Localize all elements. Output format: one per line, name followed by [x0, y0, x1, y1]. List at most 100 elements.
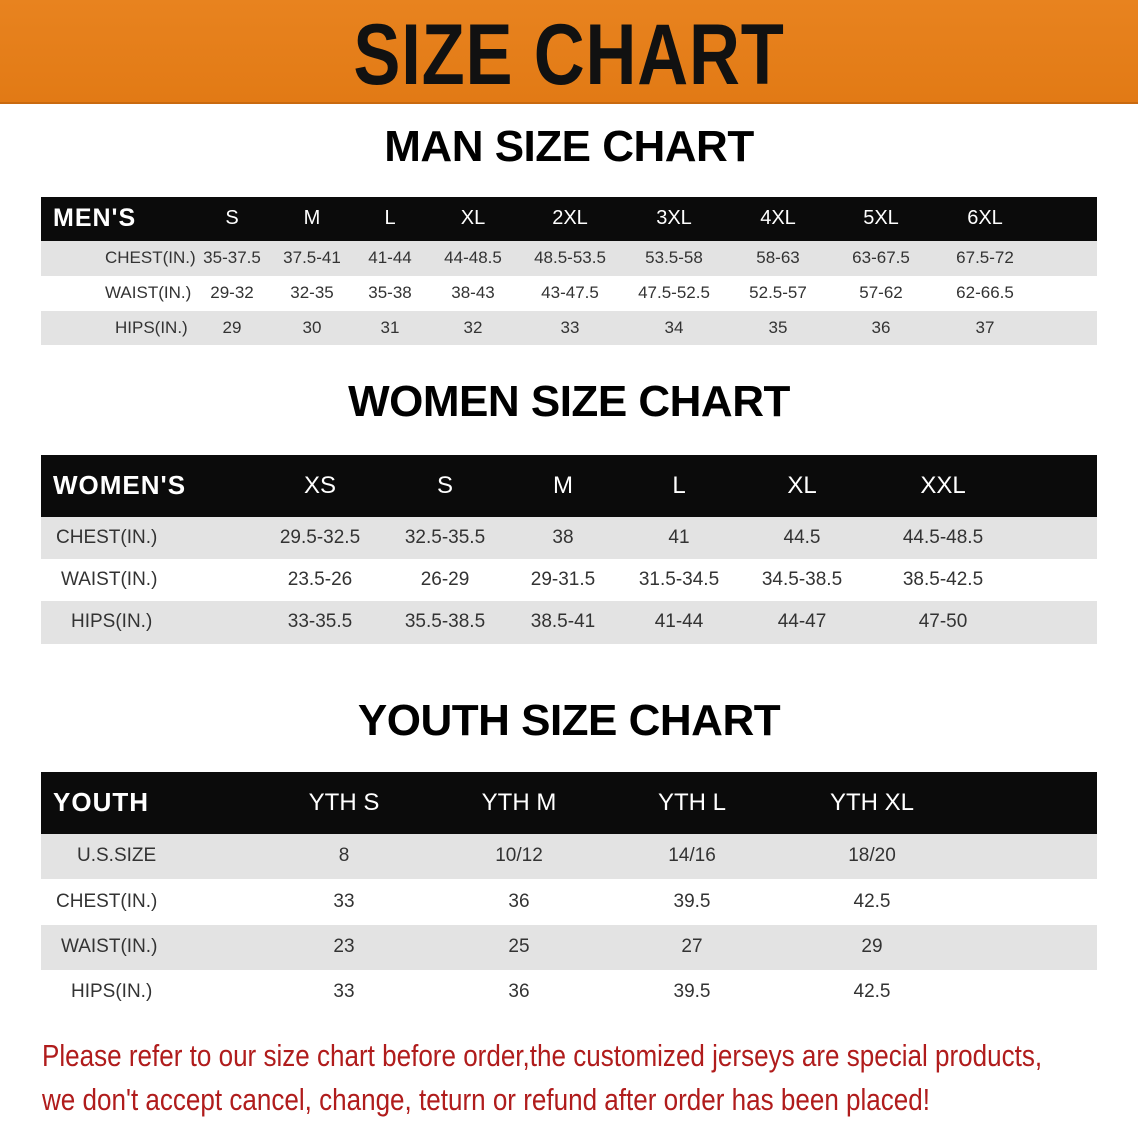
table-cell: 29-32: [210, 283, 254, 303]
table-cell: 67.5-72: [956, 248, 1014, 268]
size-header: 2XL: [552, 207, 588, 229]
table-cell: 38: [552, 526, 574, 548]
row-label: U.S.SIZE: [77, 845, 157, 867]
size-header: L: [672, 471, 686, 499]
size-header: YTH L: [657, 788, 727, 816]
table-row: WAIST(IN.) 23 25 27 29: [41, 925, 1097, 970]
table-cell: 23.5-26: [287, 568, 353, 590]
size-header: S: [225, 207, 239, 229]
table-cell: 31.5-34.5: [638, 568, 720, 590]
table-cell: 58-63: [756, 248, 800, 268]
table-cell: 33: [333, 890, 355, 912]
table-row: HIPS(IN.) 33 36 39.5 42.5: [41, 970, 1097, 1015]
table-cell: 29-31.5: [530, 568, 596, 590]
table-cell: 44.5-48.5: [902, 526, 984, 548]
women-section-title: WOMEN SIZE CHART: [348, 377, 790, 426]
table-cell: 33: [333, 981, 355, 1003]
size-header: L: [384, 207, 396, 229]
table-cell: 32: [463, 317, 483, 337]
size-header: XL: [787, 471, 817, 499]
row-label: WAIST(IN.): [105, 283, 192, 303]
row-label: HIPS(IN.): [71, 611, 153, 633]
youth-section-title: YOUTH SIZE CHART: [357, 696, 781, 745]
notice-line-1: Please refer to our size chart before or…: [42, 1038, 1043, 1073]
size-header: 6XL: [967, 207, 1003, 229]
table-cell: 41-44: [654, 611, 704, 633]
size-header: XL: [460, 207, 486, 229]
table-cell: 38.5-42.5: [902, 568, 984, 590]
table-cell: 23: [333, 936, 355, 958]
size-header: M: [303, 207, 321, 229]
table-cell: 32-35: [290, 283, 334, 303]
table-cell: 42.5: [853, 981, 891, 1003]
table-cell: 27: [681, 936, 703, 958]
table-cell: 29.5-32.5: [279, 526, 361, 548]
table-cell: 25: [508, 936, 530, 958]
women-size-table: WOMEN'S XS S M L XL XXL CHEST(IN.) 29.5-32.5 32.5…: [41, 455, 1097, 644]
table-cell: 37: [975, 317, 995, 337]
table-cell: 34: [664, 317, 684, 337]
row-label: WAIST(IN.): [61, 568, 158, 590]
table-cell: 35-38: [368, 283, 412, 303]
table-row: CHEST(IN.) 33 36 39.5 42.5: [41, 879, 1097, 925]
size-header: YTH XL: [829, 788, 915, 816]
table-cell: 26-29: [420, 568, 470, 590]
men-header-row: MEN'S S M L XL 2XL 3XL 4XL 5XL 6XL: [41, 197, 1097, 241]
table-row: CHEST(IN.) 29.5-32.5 32.5-35.5 38 41 44.5 44.5…: [41, 517, 1097, 559]
table-cell: 30: [302, 317, 322, 337]
banner: SIZE CHART: [0, 0, 1138, 104]
table-cell: 31: [380, 317, 400, 337]
table-cell: 39.5: [673, 981, 711, 1003]
table-cell: 41: [668, 526, 690, 548]
table-cell: 36: [508, 981, 530, 1003]
table-cell: 38-43: [451, 283, 495, 303]
row-label: WAIST(IN.): [61, 936, 158, 958]
notice-line-2: we don't accept cancel, change, teturn o…: [42, 1082, 931, 1117]
women-header-row: WOMEN'S XS S M L XL XXL: [41, 455, 1097, 517]
table-row: WAIST(IN.) 29-32 32-35 35-38 38-43 43-47.5 47.…: [41, 276, 1097, 311]
size-header: M: [553, 471, 573, 499]
size-header: 5XL: [863, 207, 899, 229]
table-cell: 47-50: [918, 611, 968, 633]
table-cell: 47.5-52.5: [638, 283, 710, 303]
row-label: CHEST(IN.): [56, 526, 158, 548]
size-header: 3XL: [656, 207, 692, 229]
table-cell: 36: [508, 890, 530, 912]
table-cell: 29: [861, 936, 883, 958]
row-label: CHEST(IN.): [105, 248, 196, 268]
row-label: CHEST(IN.): [56, 890, 158, 912]
table-cell: 14/16: [668, 845, 716, 867]
table-cell: 41-44: [368, 248, 412, 268]
header-label: WOMEN'S: [53, 470, 187, 501]
table-cell: 53.5-58: [645, 248, 703, 268]
table-cell: 44-48.5: [444, 248, 502, 268]
men-section-title: MAN SIZE CHART: [384, 122, 754, 171]
table-cell: 43-47.5: [541, 283, 599, 303]
table-cell: 18/20: [848, 845, 896, 867]
table-cell: 35-37.5: [203, 248, 261, 268]
table-cell: 29: [222, 317, 242, 337]
table-cell: 33: [560, 317, 580, 337]
table-cell: 57-62: [859, 283, 903, 303]
table-cell: 63-67.5: [852, 248, 910, 268]
table-cell: 52.5-57: [749, 283, 807, 303]
table-row: U.S.SIZE 8 10/12 14/16 18/20: [41, 834, 1097, 879]
table-cell: 36: [871, 317, 891, 337]
row-label: HIPS(IN.): [71, 981, 153, 1003]
table-cell: 44-47: [777, 611, 827, 633]
header-label: MEN'S: [53, 204, 137, 232]
men-size-table: MEN'S S M L XL 2XL 3XL 4XL 5XL 6XL CHEST(IN.) 35-37…: [41, 197, 1097, 345]
size-header: YTH S: [308, 788, 380, 816]
table-cell: 48.5-53.5: [534, 248, 606, 268]
size-header: XS: [303, 471, 337, 499]
table-cell: 38.5-41: [530, 611, 596, 633]
youth-size-table: YOUTH YTH S YTH M YTH L YTH XL U.S.SIZE 8 10/12…: [41, 772, 1097, 1015]
table-row: HIPS(IN.) 29 30 31 32 33 34 35 36 37: [41, 311, 1097, 345]
table-cell: 39.5: [673, 890, 711, 912]
table-cell: 32.5-35.5: [404, 526, 486, 548]
youth-header-row: YOUTH YTH S YTH M YTH L YTH XL: [41, 772, 1097, 834]
table-cell: 44.5: [783, 526, 821, 548]
banner-title: SIZE CHART: [353, 7, 785, 103]
table-cell: 62-66.5: [956, 283, 1014, 303]
table-cell: 35.5-38.5: [404, 611, 486, 633]
